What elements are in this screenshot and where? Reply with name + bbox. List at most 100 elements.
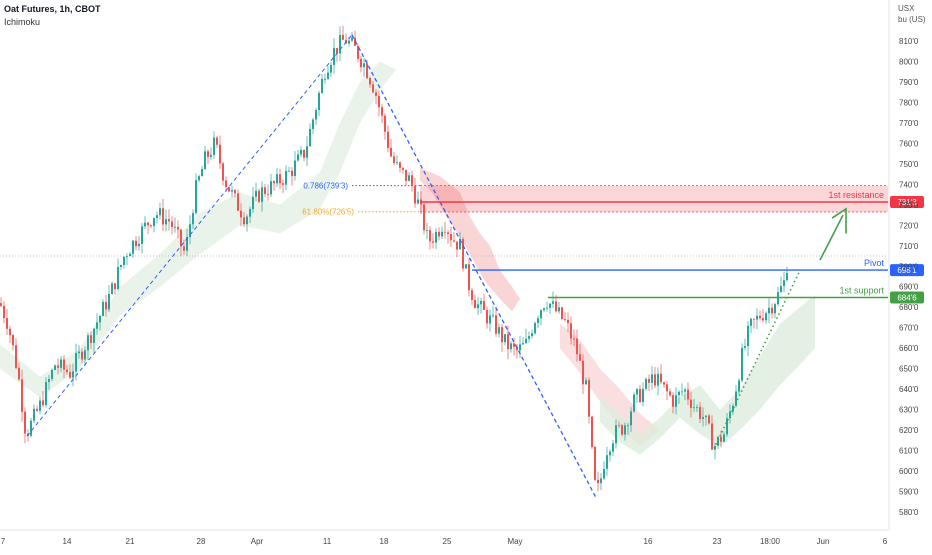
candle-body [474, 299, 476, 309]
candle-body [756, 315, 758, 320]
candle-body [156, 215, 158, 218]
candle-body [222, 163, 224, 181]
candle-body [654, 374, 656, 386]
candle-body [702, 417, 704, 419]
fib-label-0: 0.786(739'3) [303, 182, 348, 191]
candle-body [567, 319, 569, 324]
y-tick-label: 780'0 [899, 98, 919, 107]
candle-body [366, 63, 368, 79]
y-tick-label: 590'0 [899, 488, 919, 497]
candle-body [198, 176, 200, 181]
x-tick-label: 11 [323, 537, 332, 546]
trendline-down [351, 34, 597, 498]
y-tick-label: 610'0 [899, 447, 919, 456]
candle-body [51, 369, 53, 380]
y-tick-label: 810'0 [899, 37, 919, 46]
candle-body [99, 315, 101, 323]
candle-body [615, 425, 617, 444]
candle-body [33, 408, 35, 421]
candle-body [24, 411, 26, 434]
candle-body [189, 224, 191, 238]
candle-body [9, 328, 11, 336]
candle-body [255, 190, 257, 197]
candle-body [435, 231, 437, 243]
candle-body [705, 415, 707, 418]
price-tag-text-0: 731'3 [897, 198, 917, 207]
candle-body [540, 310, 542, 319]
candle-body [609, 451, 611, 456]
x-tick-label: Apr [251, 537, 264, 546]
candle-body [498, 327, 500, 334]
candle-body [513, 343, 515, 347]
candle-body [63, 359, 65, 370]
candle-body [348, 40, 350, 44]
x-tick-label: 23 [713, 537, 722, 546]
price-tag-2 [890, 291, 924, 304]
candle-body [396, 162, 398, 164]
candle-body [258, 190, 260, 202]
candle-body [234, 190, 236, 194]
candle-body [630, 411, 632, 426]
candle-body [504, 334, 506, 343]
y-tick-label: 660'0 [899, 344, 919, 353]
candle-body [69, 372, 71, 378]
candle-body [285, 170, 287, 185]
candle-body [159, 208, 161, 216]
candle-body [378, 95, 380, 108]
candle-body [423, 204, 425, 231]
candle-body [429, 230, 431, 242]
x-tick-label: 6 [883, 537, 888, 546]
price-tag-1 [890, 264, 924, 277]
candle-body [243, 217, 245, 225]
candle-body [171, 221, 173, 228]
candle-body [402, 167, 404, 170]
candle-body [744, 346, 746, 348]
candle-body [417, 199, 419, 204]
candle-body [15, 345, 17, 368]
candle-body [288, 170, 290, 172]
y-tick-label: 710'0 [899, 242, 919, 251]
candle-body [603, 468, 605, 479]
candle-body [261, 187, 263, 202]
candle-body [486, 309, 488, 324]
candle-body [408, 175, 410, 181]
candle-body [318, 92, 320, 111]
y-tick-label: 800'0 [899, 57, 919, 66]
candle-body [75, 353, 77, 372]
x-tick-label: 18:00 [760, 537, 781, 546]
candle-body [759, 315, 761, 319]
candle-body [732, 405, 734, 412]
candle-body [123, 256, 125, 266]
candle-body [120, 265, 122, 267]
x-tick-label: 21 [126, 537, 135, 546]
candle-body [270, 181, 272, 195]
candle-body [42, 400, 44, 406]
candle-body [291, 170, 293, 176]
y-tick-label: 730'0 [899, 201, 919, 210]
y-tick-label: 770'0 [899, 119, 919, 128]
trendline-up [26, 34, 353, 437]
candle-body [549, 303, 551, 308]
candle-body [174, 226, 176, 228]
candle-body [39, 400, 41, 411]
candle-body [132, 240, 134, 254]
candle-body [573, 338, 575, 340]
candle-body [126, 256, 128, 258]
candle-body [768, 307, 770, 314]
candle-body [708, 415, 710, 424]
candle-body [681, 391, 683, 393]
y-tick-label: 700'0 [899, 262, 919, 271]
x-tick-label: 28 [197, 537, 206, 546]
candle-body [627, 425, 629, 427]
candle-body [228, 186, 230, 192]
candle-body [576, 338, 578, 355]
candle-body [177, 226, 179, 230]
candle-body [195, 180, 197, 214]
candle-body [453, 240, 455, 242]
y-tick-label: 650'0 [899, 365, 919, 374]
candle-body [480, 300, 482, 305]
candle-body [672, 395, 674, 407]
price-tag-0 [890, 196, 924, 209]
ichimoku-cloud-bearish [560, 323, 660, 447]
